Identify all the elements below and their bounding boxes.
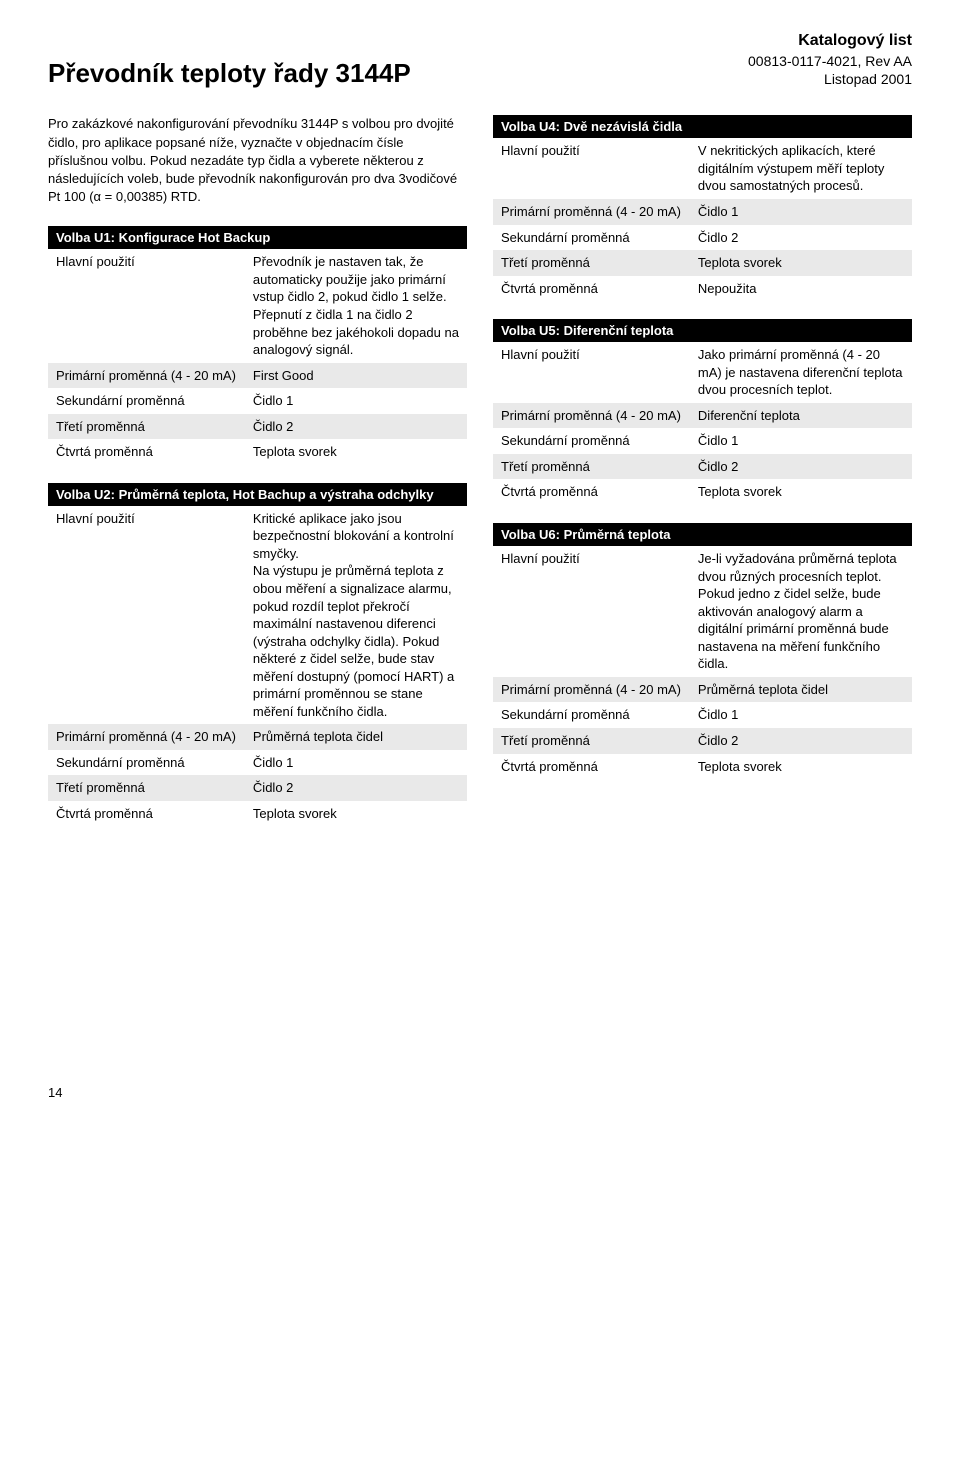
block-u6: Volba U6: Průměrná teplota Hlavní použit… [493,523,912,779]
u1-third: Čidlo 2 [245,414,467,440]
content-columns: Pro zakázkové nakonfigurování převodníku… [48,115,912,844]
u1-main-use: Převodník je nastaven tak, že automatick… [245,249,467,362]
block-u2: Volba U2: Průměrná teplota, Hot Bachup a… [48,483,467,827]
page-header: Převodník teploty řady 3144P Katalogový … [48,30,912,89]
row-label: Třetí proměnná [48,414,245,440]
row-label: Sekundární proměnná [493,225,690,251]
u4-primary: Čidlo 1 [690,199,912,225]
u4-fourth: Nepoužita [690,276,912,302]
row-label: Sekundární proměnná [493,702,690,728]
u5-fourth: Teplota svorek [690,479,912,505]
row-label: Čtvrtá proměnná [48,439,245,465]
u2-fourth: Teplota svorek [245,801,467,827]
u6-fourth: Teplota svorek [690,754,912,780]
row-label: Primární proměnná (4 - 20 mA) [48,724,245,750]
row-label: Hlavní použití [48,249,245,362]
u6-third: Čidlo 2 [690,728,912,754]
u1-secondary: Čidlo 1 [245,388,467,414]
row-label: Čtvrtá proměnná [48,801,245,827]
left-column: Pro zakázkové nakonfigurování převodníku… [48,115,467,844]
doc-date: Listopad 2001 [748,70,912,89]
row-label: Třetí proměnná [48,775,245,801]
u2-third: Čidlo 2 [245,775,467,801]
row-label: Primární proměnná (4 - 20 mA) [493,403,690,429]
u2-title: Volba U2: Průměrná teplota, Hot Bachup a… [48,483,467,506]
u4-table: Hlavní použitíV nekritických aplikacích,… [493,138,912,301]
u6-secondary: Čidlo 1 [690,702,912,728]
u6-primary: Průměrná teplota čidel [690,677,912,703]
u5-table: Hlavní použitíJako primární proměnná (4 … [493,342,912,505]
u4-title: Volba U4: Dvě nezávislá čidla [493,115,912,138]
u1-fourth: Teplota svorek [245,439,467,465]
intro-text: Pro zakázkové nakonfigurování převodníku… [48,115,458,206]
catalog-label: Katalogový list [748,30,912,52]
row-label: Čtvrtá proměnná [493,479,690,505]
doc-code: 00813-0117-4021, Rev AA [748,52,912,71]
row-label: Sekundární proměnná [493,428,690,454]
u1-primary: First Good [245,363,467,389]
block-u5: Volba U5: Diferenční teplota Hlavní použ… [493,319,912,505]
u1-table: Hlavní použitíPřevodník je nastaven tak,… [48,249,467,464]
right-column: Volba U4: Dvě nezávislá čidla Hlavní pou… [493,115,912,844]
row-label: Hlavní použití [493,138,690,199]
row-label: Třetí proměnná [493,728,690,754]
row-label: Třetí proměnná [493,454,690,480]
u2-table: Hlavní použitíKritické aplikace jako jso… [48,506,467,827]
u4-main-use: V nekritických aplikacích, které digitál… [690,138,912,199]
page-title: Převodník teploty řady 3144P [48,58,411,89]
row-label: Sekundární proměnná [48,388,245,414]
row-label: Primární proměnná (4 - 20 mA) [493,199,690,225]
header-right: Katalogový list 00813-0117-4021, Rev AA … [748,30,912,89]
u6-table: Hlavní použitíJe-li vyžadována průměrná … [493,546,912,779]
u4-third: Teplota svorek [690,250,912,276]
u1-title: Volba U1: Konfigurace Hot Backup [48,226,467,249]
u2-main-use: Kritické aplikace jako jsou bezpečnostní… [245,506,467,725]
block-u4: Volba U4: Dvě nezávislá čidla Hlavní pou… [493,115,912,301]
u5-main-use: Jako primární proměnná (4 - 20 mA) je na… [690,342,912,403]
u2-primary: Průměrná teplota čidel [245,724,467,750]
u6-main-use: Je-li vyžadována průměrná teplota dvou r… [690,546,912,677]
u5-primary: Diferenční teplota [690,403,912,429]
row-label: Hlavní použití [493,546,690,677]
row-label: Primární proměnná (4 - 20 mA) [48,363,245,389]
page-number: 14 [48,1085,912,1100]
u2-secondary: Čidlo 1 [245,750,467,776]
row-label: Čtvrtá proměnná [493,276,690,302]
row-label: Hlavní použití [493,342,690,403]
u5-third: Čidlo 2 [690,454,912,480]
row-label: Čtvrtá proměnná [493,754,690,780]
u4-secondary: Čidlo 2 [690,225,912,251]
block-u1: Volba U1: Konfigurace Hot Backup Hlavní … [48,226,467,464]
row-label: Třetí proměnná [493,250,690,276]
row-label: Sekundární proměnná [48,750,245,776]
u6-title: Volba U6: Průměrná teplota [493,523,912,546]
row-label: Primární proměnná (4 - 20 mA) [493,677,690,703]
u5-title: Volba U5: Diferenční teplota [493,319,912,342]
u5-secondary: Čidlo 1 [690,428,912,454]
row-label: Hlavní použití [48,506,245,725]
